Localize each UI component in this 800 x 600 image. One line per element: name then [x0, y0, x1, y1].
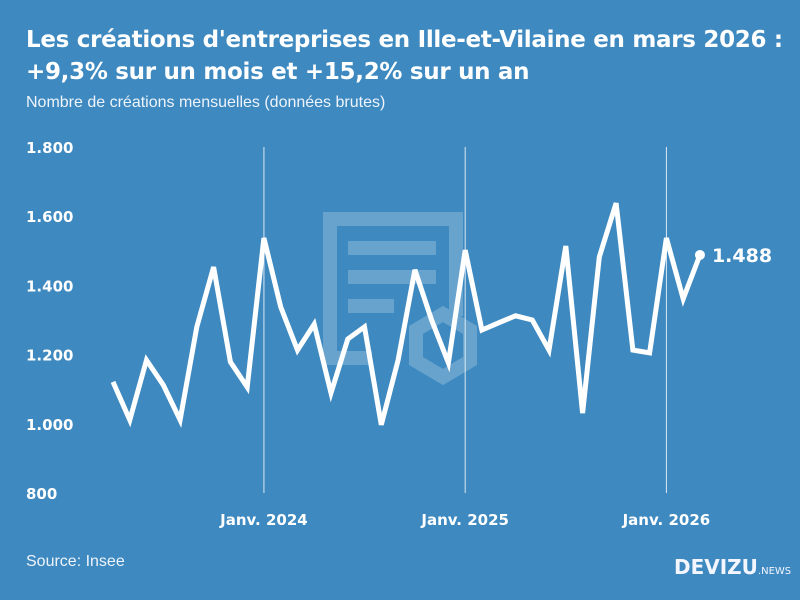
- series-line: [110, 202, 703, 429]
- devizu-logo: DEVIZU.NEWS: [674, 555, 791, 579]
- logo-suffix: .NEWS: [757, 566, 792, 577]
- x-tick-label: Janv. 2025: [420, 511, 509, 529]
- y-tick-label: 1.600: [26, 208, 73, 226]
- y-tick-label: 1.800: [26, 139, 73, 157]
- x-tick-label: Janv. 2024: [219, 511, 308, 529]
- logo-text: DEVIZU: [674, 555, 758, 579]
- source-note: Source: Insee: [26, 553, 125, 570]
- y-tick-label: 1.400: [26, 277, 73, 295]
- chart-subtitle: Nombre de créations mensuelles (données …: [26, 94, 386, 111]
- last-point-marker: [694, 249, 705, 260]
- y-tick-label: 1.000: [26, 416, 73, 434]
- y-tick-label: 1.200: [26, 347, 73, 365]
- y-tick-label: 800: [26, 485, 57, 503]
- last-value-label: 1.488: [712, 245, 772, 267]
- title-line-2: +9,3% sur un mois et +15,2% sur un an: [26, 59, 530, 85]
- x-tick-label: Janv. 2026: [622, 511, 711, 529]
- title-line-1: Les créations d'entreprises en Ille-et-V…: [26, 27, 783, 53]
- chart-title: Les créations d'entreprises en Ille-et-V…: [26, 24, 783, 88]
